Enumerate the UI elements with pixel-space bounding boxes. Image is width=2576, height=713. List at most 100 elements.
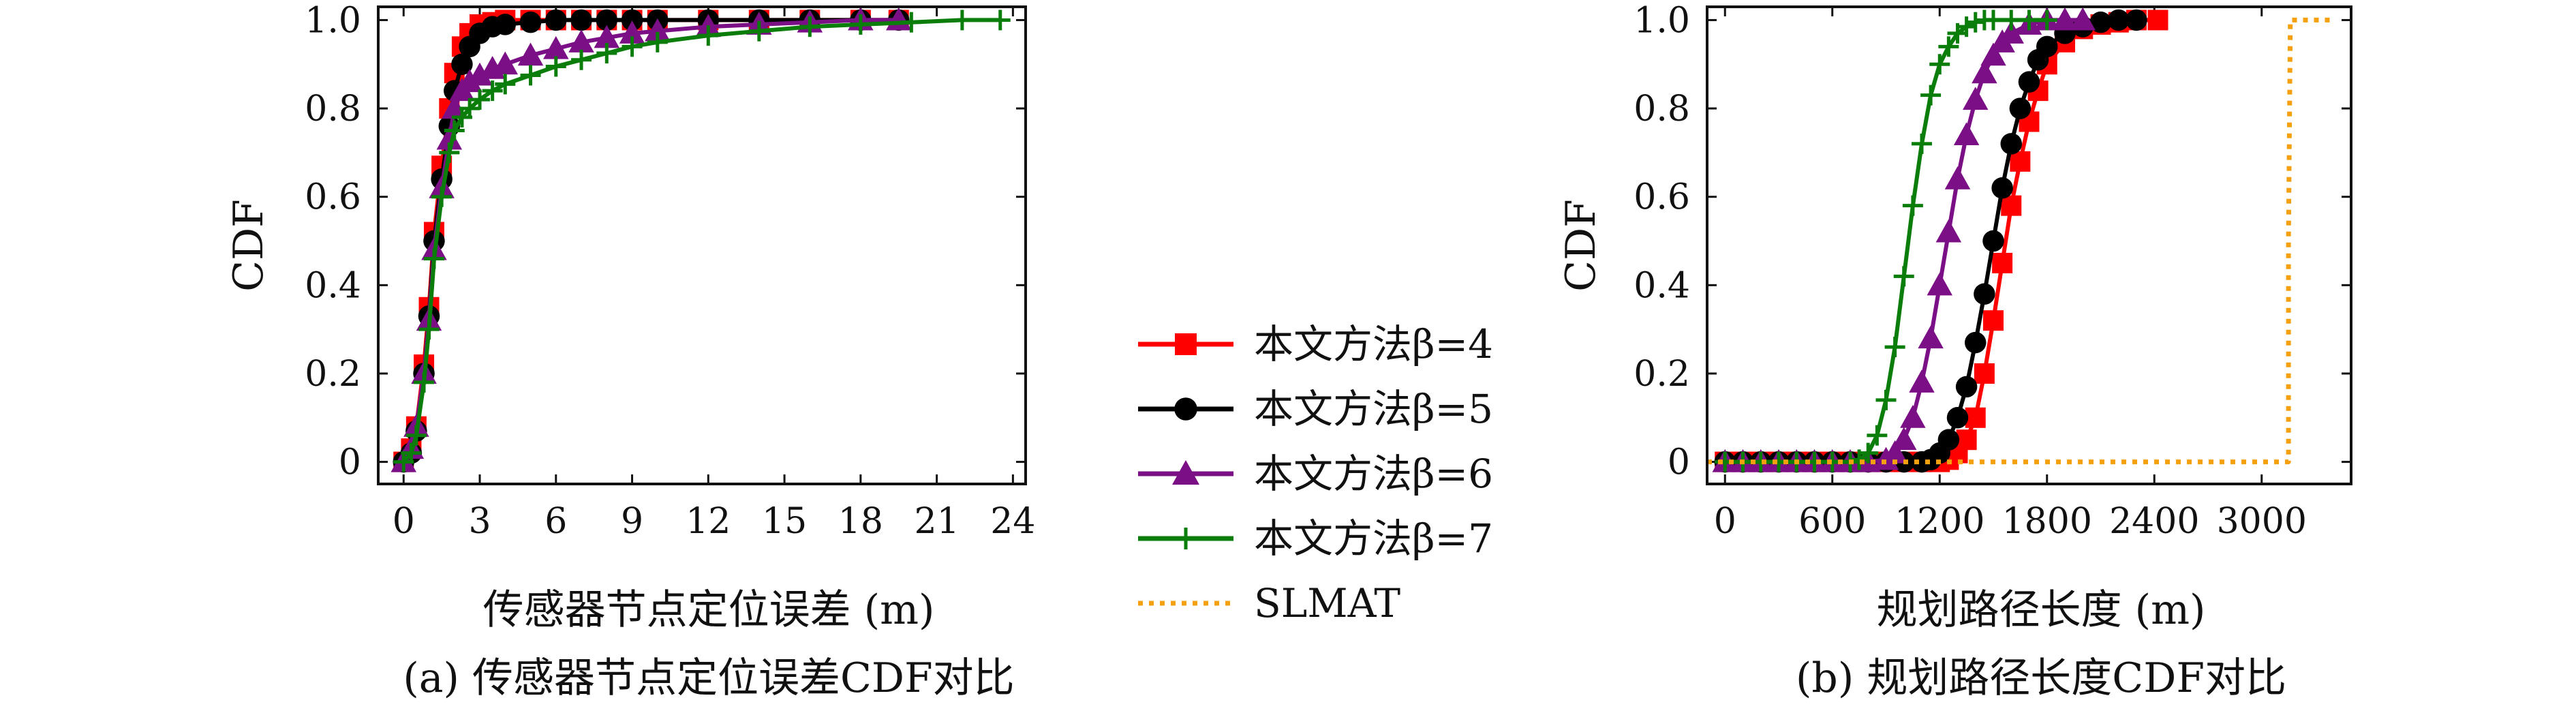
- data-point: [1965, 331, 1987, 354]
- data-point: [2001, 10, 2022, 31]
- x-tick-label: 3000: [2217, 501, 2307, 542]
- y-tick-label: 0.8: [1634, 89, 1690, 130]
- plot-frame: [377, 5, 1027, 485]
- data-point: [2089, 11, 2112, 33]
- plot-frame: [1706, 5, 2352, 485]
- data-point: [1884, 337, 1905, 358]
- data-point: [1927, 272, 1952, 296]
- data-point: [1920, 85, 1942, 106]
- data-point: [423, 248, 444, 269]
- x-tick-label: 15: [762, 501, 807, 542]
- data-point: [1965, 407, 1986, 428]
- data-point: [570, 9, 592, 31]
- y-tick-label: 1.0: [305, 0, 361, 41]
- caption-a: (a) 传感器节点定位误差CDF对比: [403, 654, 1014, 702]
- x-axis-label-a: 传感器节点定位误差 (m): [483, 586, 935, 634]
- legend-marker: [1175, 528, 1197, 549]
- data-point: [2001, 195, 2022, 216]
- data-point: [1858, 442, 1879, 464]
- data-point: [1956, 16, 1977, 37]
- data-point: [457, 69, 482, 93]
- y-tick-label: 0: [1668, 442, 1690, 483]
- data-point: [1912, 133, 1932, 154]
- y-tick-label: 0.4: [1634, 265, 1690, 306]
- data-point: [799, 16, 821, 37]
- data-point: [1938, 36, 1959, 57]
- legend-label: 本文方法β=6: [1254, 451, 1493, 497]
- data-point: [1867, 425, 1888, 446]
- y-tick-label: 0.4: [305, 265, 361, 306]
- x-tick-label: 9: [621, 501, 643, 542]
- legend-marker: [1174, 397, 1197, 421]
- data-point: [1891, 427, 1917, 451]
- data-point: [444, 120, 465, 141]
- data-point: [1953, 122, 1980, 145]
- y-tick-label: 0.8: [305, 89, 361, 130]
- data-point: [482, 80, 503, 102]
- x-tick-label: 24: [990, 501, 1035, 542]
- data-point: [2010, 151, 2031, 172]
- data-point: [748, 20, 769, 42]
- data-point: [619, 20, 645, 44]
- x-tick-label: 12: [686, 501, 731, 542]
- data-point: [596, 43, 617, 64]
- x-tick-label: 3: [468, 501, 491, 542]
- data-point: [1956, 429, 1977, 451]
- data-point: [951, 10, 972, 31]
- data-point: [543, 35, 569, 59]
- data-point: [1998, 20, 2024, 44]
- data-point: [571, 49, 592, 70]
- data-point: [1974, 363, 1995, 384]
- data-point: [568, 29, 594, 52]
- data-point: [2052, 7, 2078, 31]
- data-point: [1983, 310, 2004, 331]
- y-axis-label-b: CDF: [1557, 199, 1605, 292]
- legend-marker: [1175, 333, 1197, 355]
- legend-label: 本文方法β=7: [1254, 515, 1493, 562]
- data-point: [494, 14, 517, 35]
- data-point: [1937, 429, 1960, 451]
- data-point: [545, 56, 566, 77]
- legend: 本文方法β=4 本文方法β=5 本文方法β=6 本文方法β=7 SLMAT: [1138, 321, 1493, 626]
- data-point: [594, 25, 620, 48]
- y-tick-label: 0.2: [305, 354, 361, 395]
- y-tick-label: 1.0: [1634, 0, 1690, 41]
- data-point: [990, 10, 1011, 31]
- data-point: [519, 11, 542, 33]
- data-point: [1875, 389, 1897, 410]
- data-point: [467, 62, 493, 86]
- x-tick-label: 0: [1714, 501, 1736, 542]
- data-point: [2126, 9, 2147, 31]
- data-point: [2019, 10, 2040, 31]
- data-point: [1902, 195, 1923, 216]
- data-point: [1963, 87, 1989, 110]
- data-point: [1974, 283, 1995, 305]
- data-point: [596, 9, 618, 31]
- data-point: [901, 12, 922, 33]
- data-point: [414, 371, 435, 393]
- y-tick-label: 0.6: [305, 177, 361, 218]
- data-point: [1955, 376, 1978, 398]
- data-point: [1992, 252, 2013, 273]
- data-point: [1909, 369, 1935, 393]
- data-point: [2147, 10, 2168, 31]
- data-point: [1983, 10, 2004, 31]
- data-point: [1935, 219, 1962, 243]
- data-point: [2009, 97, 2031, 119]
- data-point: [1929, 54, 1950, 75]
- y-tick-label: 0.6: [1634, 177, 1690, 218]
- data-point: [520, 65, 541, 86]
- data-point: [2108, 9, 2130, 31]
- data-point: [2018, 71, 2040, 93]
- data-point: [495, 74, 516, 95]
- data-point: [492, 51, 519, 75]
- data-point: [1980, 42, 2006, 66]
- data-point: [431, 186, 453, 207]
- data-point: [1900, 405, 1926, 428]
- legend-label: 本文方法β=4: [1254, 321, 1493, 367]
- x-axis-label-b: 规划路径长度 (m): [1877, 586, 2206, 634]
- x-tick-label: 0: [393, 501, 415, 542]
- data-point: [459, 98, 480, 119]
- legend-label: SLMAT: [1254, 580, 1400, 626]
